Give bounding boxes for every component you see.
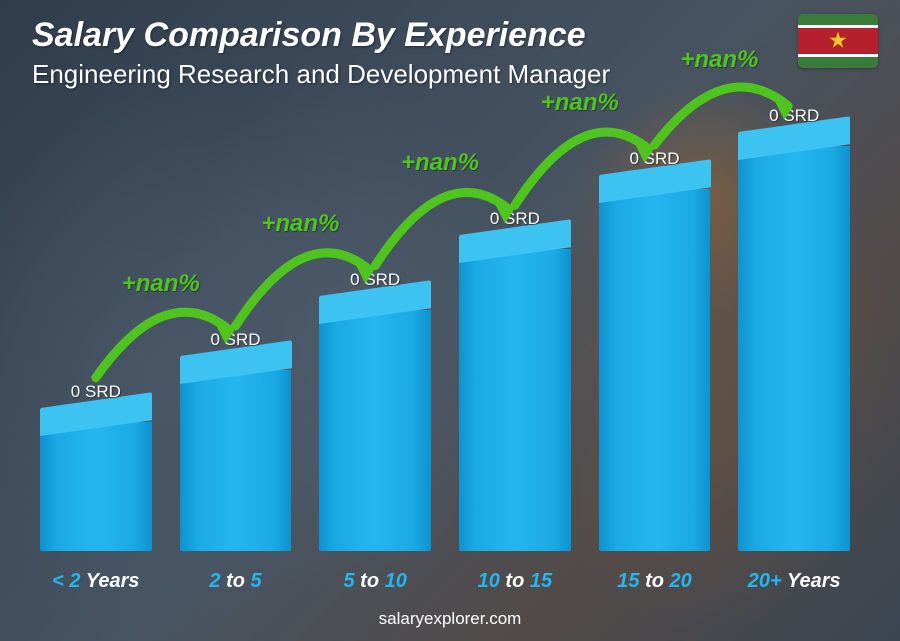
xaxis-labels: < 2 Years 2 to 5 5 to 10 10 to 15 15 to 20 20… [40,570,850,593]
header: Salary Comparison By Experience Engineer… [32,16,868,90]
infographic-container: Salary Comparison By Experience Engineer… [0,0,900,641]
bar-front-face [180,370,292,551]
bar-front-face [459,249,571,551]
xaxis-label-word: to [226,570,245,592]
bar: 0 SRD [319,310,431,551]
xaxis-label-word: to [505,570,524,592]
xaxis-label-word: Years [787,570,841,592]
bar-front-face [738,146,850,551]
bar-value-label: 0 SRD [599,149,711,169]
flag-star-icon: ★ [828,30,848,52]
bar: 0 SRD [738,146,850,551]
flag-stripe [798,57,878,68]
xaxis-label: < 2 Years [40,570,152,593]
bar-front-face [40,422,152,551]
bar-front-face [599,189,711,551]
bar: 0 SRD [599,189,711,551]
flag-stripe [798,14,878,25]
xaxis-label-word: to [360,570,379,592]
bar: 0 SRD [180,370,292,551]
xaxis-label-word: to [645,570,664,592]
bar-front-face [319,310,431,551]
xaxis-label: 10 to 15 [459,570,571,593]
footer-attribution: salaryexplorer.com [0,609,900,629]
xaxis-label-word: Years [86,570,140,592]
xaxis-label: 15 to 20 [599,570,711,593]
bar-slot: 0 SRD [40,120,152,551]
bar-value-label: 0 SRD [180,330,292,350]
xaxis-label: 2 to 5 [180,570,292,593]
bar-slot: 0 SRD [738,120,850,551]
bar-slot: 0 SRD [319,120,431,551]
bar: 0 SRD [40,422,152,551]
bars-container: 0 SRD0 SRD0 SRD0 SRD0 SRD0 SRD [40,120,850,551]
bar-chart: 0 SRD0 SRD0 SRD0 SRD0 SRD0 SRD +nan%+nan… [40,120,850,551]
xaxis-label: 5 to 10 [319,570,431,593]
bar-slot: 0 SRD [459,120,571,551]
bar: 0 SRD [459,249,571,551]
percent-change-label: +nan% [541,89,619,117]
bar-slot: 0 SRD [599,120,711,551]
bar-slot: 0 SRD [180,120,292,551]
country-flag-icon: ★ [798,14,878,68]
bar-value-label: 0 SRD [319,270,431,290]
bar-value-label: 0 SRD [459,209,571,229]
bar-value-label: 0 SRD [40,382,152,402]
chart-title: Salary Comparison By Experience [32,16,868,55]
chart-subtitle: Engineering Research and Development Man… [32,59,868,90]
bar-value-label: 0 SRD [738,106,850,126]
xaxis-label: 20+ Years [738,570,850,593]
